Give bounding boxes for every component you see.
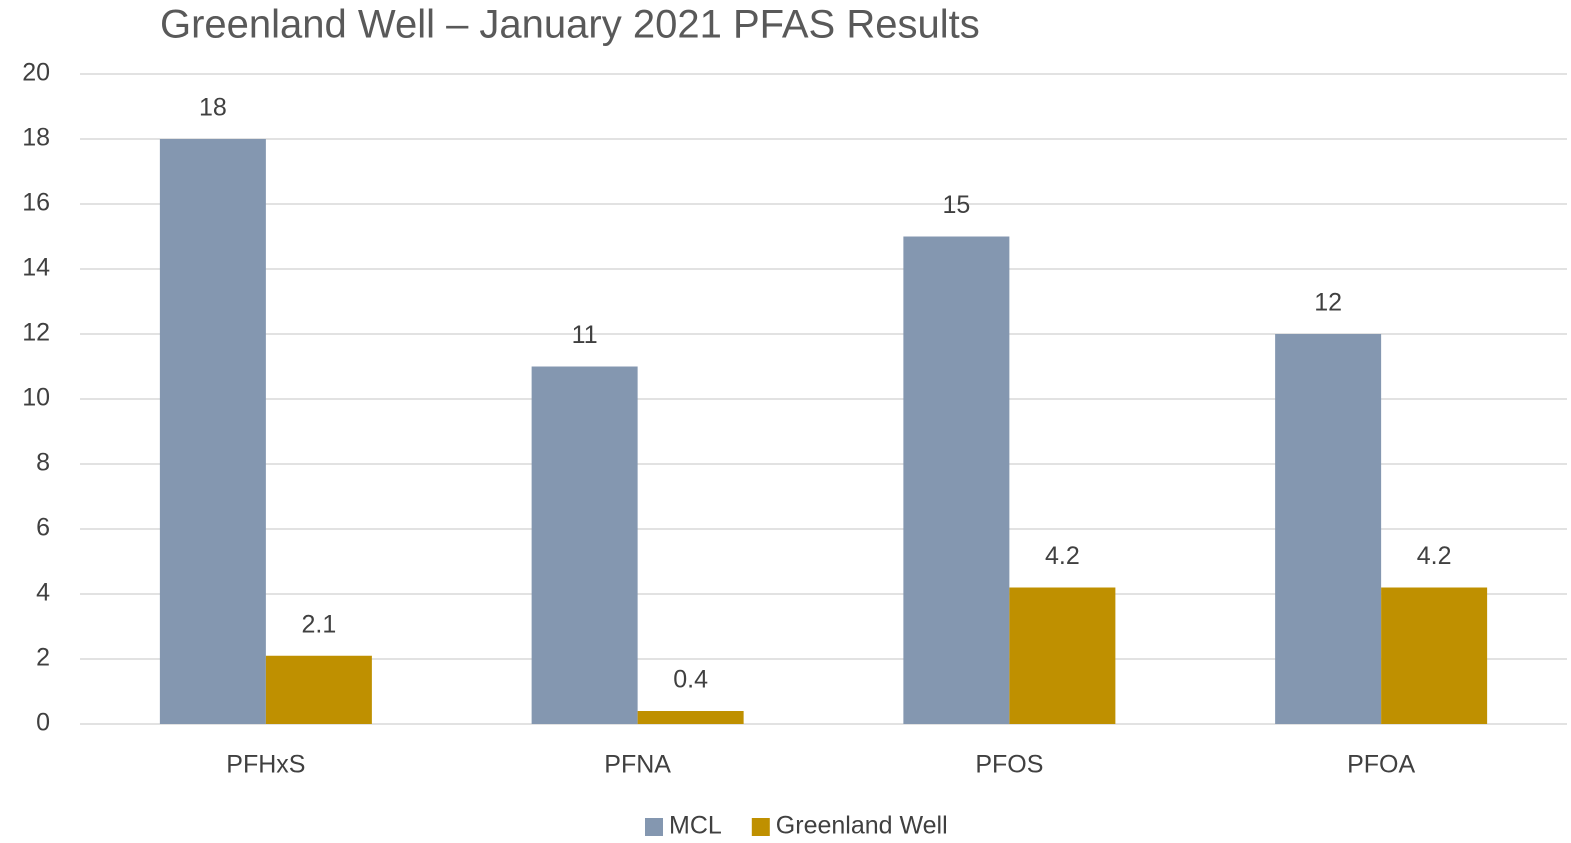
y-tick-label: 0 bbox=[36, 709, 50, 737]
y-tick-label: 10 bbox=[22, 384, 50, 412]
y-tick-label: 14 bbox=[22, 254, 50, 282]
y-tick-label: 18 bbox=[22, 124, 50, 152]
legend-swatch bbox=[751, 818, 770, 836]
data-label: 4.2 bbox=[1417, 542, 1452, 570]
y-tick-label: 12 bbox=[22, 319, 50, 347]
chart-title: Greenland Well – January 2021 PFAS Resul… bbox=[160, 3, 980, 47]
data-label: 0.4 bbox=[673, 666, 708, 694]
data-label: 18 bbox=[199, 94, 227, 122]
legend-swatch bbox=[645, 818, 663, 836]
y-tick-label: 4 bbox=[36, 579, 50, 607]
y-tick-label: 20 bbox=[22, 59, 50, 87]
bar bbox=[159, 139, 266, 724]
bar bbox=[637, 711, 744, 724]
bar bbox=[531, 366, 638, 724]
bar bbox=[1381, 587, 1488, 724]
legend-label: MCL bbox=[669, 812, 722, 840]
bar bbox=[1009, 587, 1116, 724]
x-tick-label: PFHxS bbox=[226, 751, 305, 779]
data-label: 11 bbox=[572, 321, 598, 349]
y-tick-label: 16 bbox=[22, 189, 50, 217]
y-tick-label: 8 bbox=[36, 449, 50, 477]
x-tick-label: PFOS bbox=[975, 751, 1043, 779]
x-tick-label: PFOA bbox=[1347, 751, 1415, 779]
data-label: 2.1 bbox=[301, 610, 336, 638]
data-label: 4.2 bbox=[1045, 542, 1080, 570]
y-tick-label: 6 bbox=[36, 514, 50, 542]
legend-label: Greenland Well bbox=[776, 812, 948, 840]
data-label: 12 bbox=[1314, 289, 1342, 317]
y-tick-label: 2 bbox=[36, 644, 50, 672]
data-label: 15 bbox=[942, 191, 970, 219]
x-tick-label: PFNA bbox=[604, 751, 671, 779]
bar bbox=[265, 655, 372, 724]
bar bbox=[1275, 334, 1382, 724]
bar bbox=[903, 236, 1010, 724]
